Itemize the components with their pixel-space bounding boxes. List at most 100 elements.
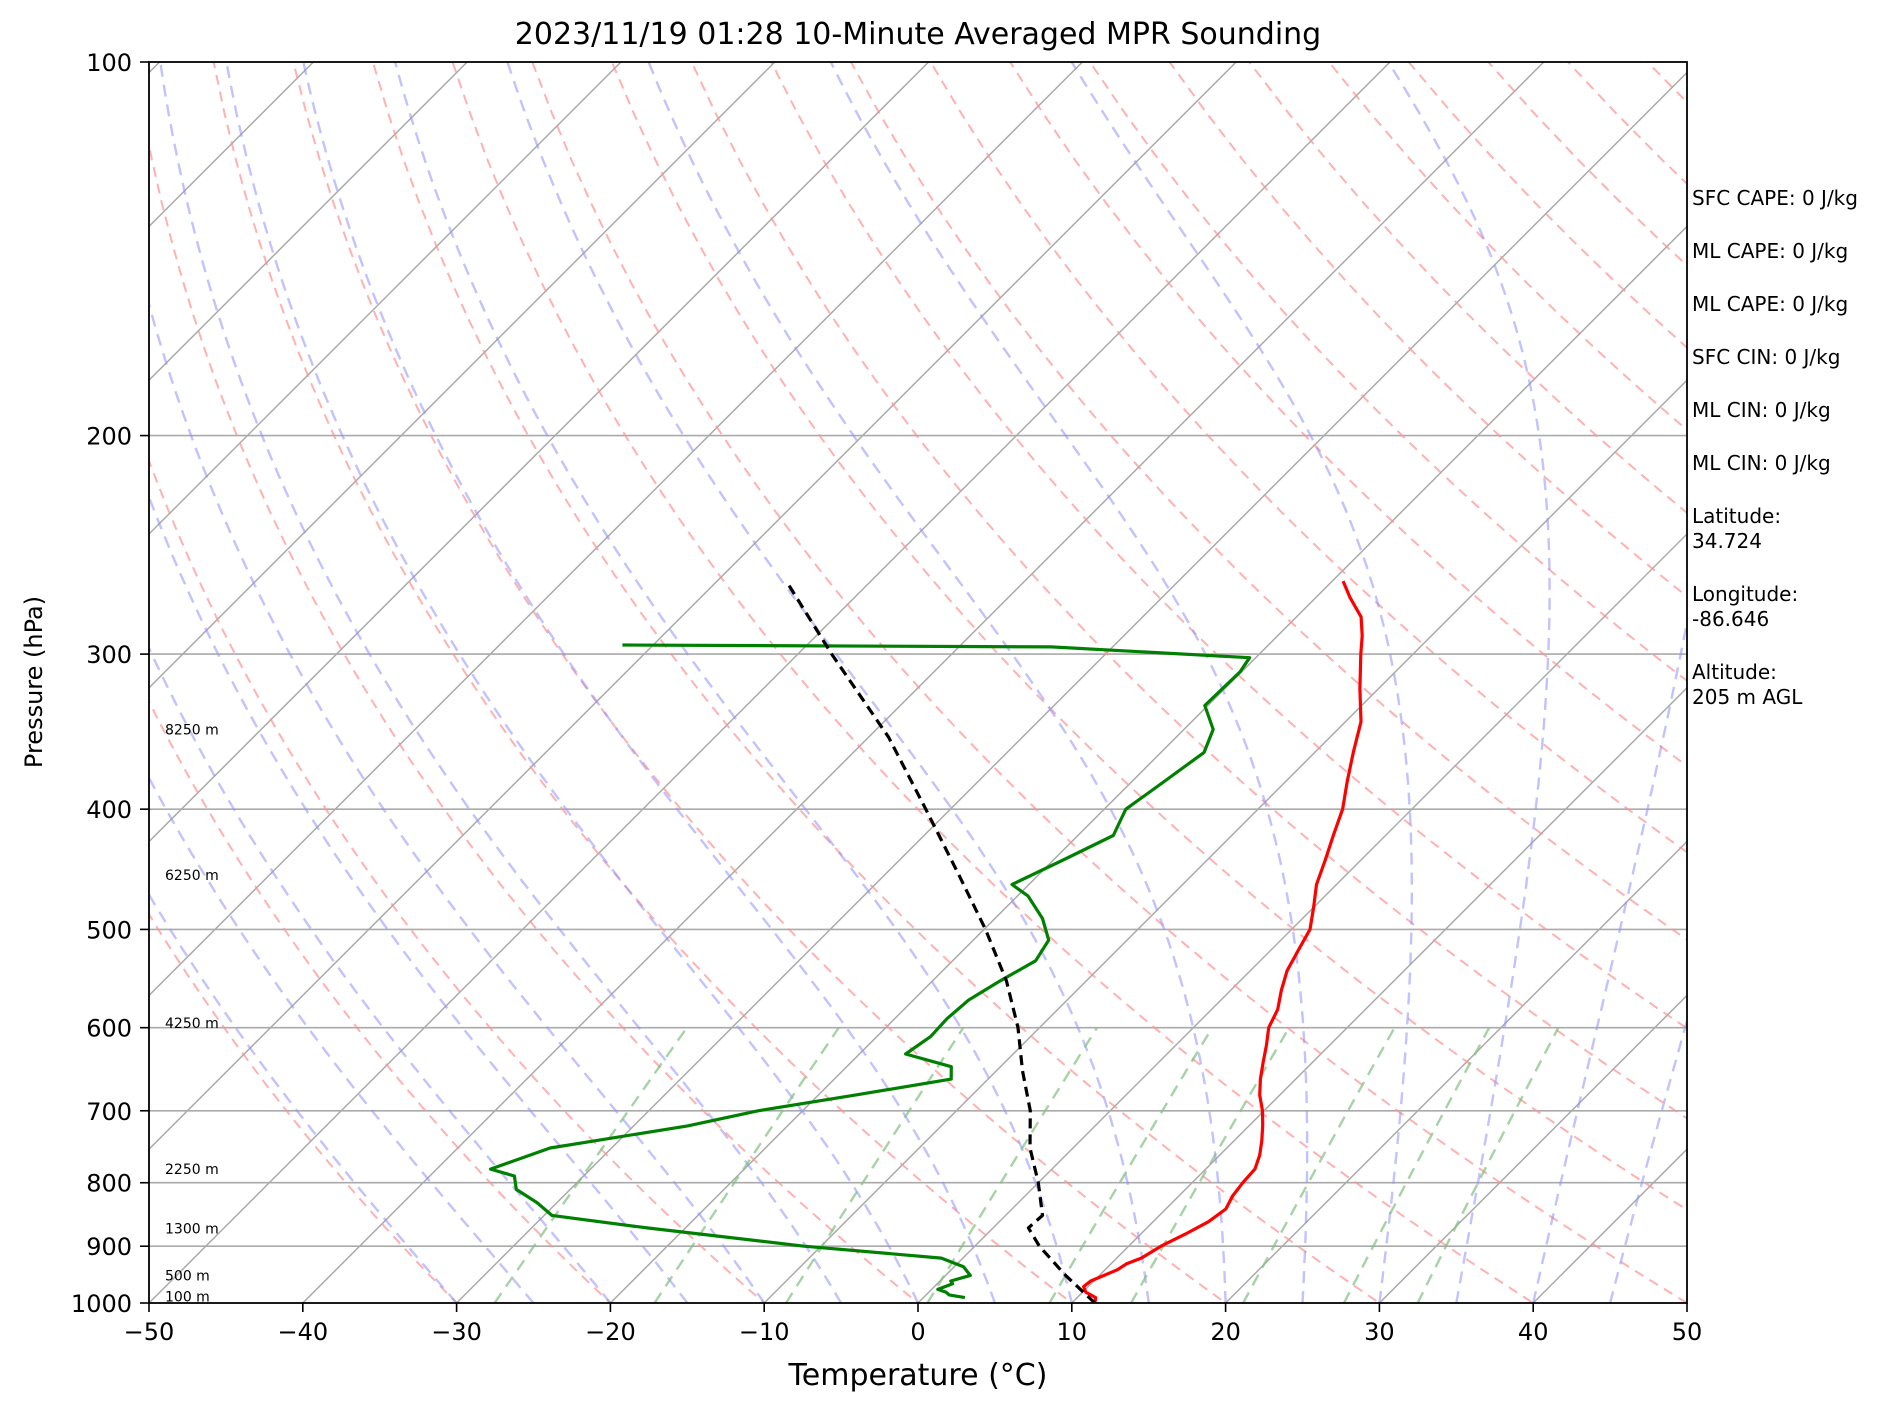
x-tick-label: −50	[124, 1318, 175, 1346]
moist-adiabat	[159, 62, 843, 1303]
isotherm	[149, 62, 930, 843]
stats-panel: SFC CAPE: 0 J/kg ML CAPE: 0 J/kg ML CAPE…	[1692, 186, 1892, 738]
mixing-ratio-line	[493, 1027, 688, 1303]
dry-adiabat	[610, 62, 1687, 1211]
y-tick-label: 700	[86, 1098, 132, 1126]
longitude-label: Longitude: -86.646	[1692, 582, 1799, 631]
dry-adiabat	[1089, 62, 1687, 683]
moist-adiabat	[1387, 62, 1551, 1303]
mixing-ratio-line	[1130, 1027, 1291, 1303]
y-tick-label: 500	[86, 916, 132, 944]
x-tick-label: −40	[277, 1318, 328, 1346]
dry-adiabat	[850, 62, 1687, 941]
x-tick-label: 40	[1518, 1318, 1549, 1346]
dry-adiabat	[690, 62, 1687, 1120]
moist-adiabat	[302, 62, 997, 1303]
ml-cape-label: ML CAPE: 0 J/kg	[1692, 239, 1849, 263]
dry-adiabat	[292, 62, 1228, 1303]
chart-title: 2023/11/19 01:28 10-Minute Averaged MPR …	[515, 17, 1321, 52]
isotherm	[302, 62, 1545, 1303]
moist-adiabat	[149, 300, 766, 1303]
ml-cape-label-2: ML CAPE: 0 J/kg	[1692, 292, 1849, 316]
mixing-ratio-line	[1242, 1027, 1396, 1303]
series-layer	[488, 580, 1364, 1303]
dry-adiabat	[929, 62, 1687, 854]
x-tick-label: 20	[1210, 1318, 1241, 1346]
ml-cin-label-2: ML CIN: 0 J/kg	[1692, 451, 1831, 475]
latitude-label: Latitude: 34.724	[1692, 504, 1782, 553]
y-tick-label: 300	[86, 641, 132, 669]
isotherm	[1071, 686, 1687, 1303]
mixing-ratio-line	[784, 1027, 965, 1303]
moist-adiabat	[1070, 62, 1414, 1303]
grid-layer	[0, 62, 1687, 1303]
height-label: 4250 m	[165, 1016, 219, 1032]
height-label: 8250 m	[165, 722, 219, 738]
x-tick-label: −10	[739, 1318, 790, 1346]
reference-lines	[149, 62, 1687, 1303]
mixing-ratio-line	[1048, 1027, 1214, 1303]
dry-adiabat	[149, 699, 612, 1303]
isotherm	[149, 62, 1083, 997]
x-tick-label: 50	[1672, 1318, 1703, 1346]
isotherm	[763, 379, 1687, 1303]
isotherm	[149, 62, 468, 382]
moist-adiabat	[829, 62, 1309, 1303]
dry-adiabat	[149, 912, 459, 1303]
isotherm	[149, 62, 1391, 1303]
x-axis-label: Temperature (°C)	[788, 1358, 1048, 1393]
mixing-ratio-line	[1416, 1027, 1560, 1303]
axes-ticks: −50 −40 −30 −20 −10 0 10 20 30 40 50 1000 900 800 700 6…	[71, 49, 1702, 1346]
y-axis-label: Pressure (hPa)	[20, 596, 48, 768]
moist-adiabat	[149, 892, 458, 1303]
temperature-line	[1081, 580, 1364, 1303]
y-tick-label: 100	[86, 49, 132, 77]
height-label: 6250 m	[165, 868, 219, 884]
dry-adiabat	[371, 62, 1382, 1303]
isotherm	[0, 62, 6, 1303]
isotherm	[456, 71, 1687, 1303]
x-tick-label: 10	[1057, 1318, 1088, 1346]
height-label: 500 m	[165, 1268, 210, 1284]
x-tick-label: −20	[585, 1318, 636, 1346]
isotherm	[917, 532, 1687, 1303]
dry-adiabat	[1009, 62, 1687, 768]
y-tick-label: 400	[86, 796, 132, 824]
ml-cin-label: ML CIN: 0 J/kg	[1692, 398, 1831, 422]
moist-adiabat	[225, 62, 920, 1303]
sfc-cin-label: SFC CIN: 0 J/kg	[1692, 345, 1841, 369]
x-tick-label: −30	[431, 1318, 482, 1346]
mixing-ratio-line	[653, 1027, 840, 1303]
moist-adiabat	[647, 62, 1227, 1303]
dry-adiabat	[149, 140, 920, 1303]
isotherm	[149, 62, 776, 689]
isotherm	[149, 62, 1237, 1151]
sfc-cape-label: SFC CAPE: 0 J/kg	[1692, 186, 1858, 210]
height-label: 2250 m	[165, 1162, 219, 1178]
x-tick-label: 30	[1364, 1318, 1395, 1346]
height-labels: 100 m 500 m 1300 m 2250 m 4250 m 6250 m 8250 m	[165, 722, 219, 1305]
y-tick-label: 800	[86, 1170, 132, 1198]
moist-adiabat	[1608, 1016, 1687, 1303]
moist-adiabat	[1532, 616, 1687, 1303]
y-tick-label: 1000	[71, 1290, 132, 1318]
dewpoint-line	[488, 643, 1252, 1300]
dry-adiabat	[212, 62, 1074, 1303]
mixing-ratio-line	[926, 1027, 1099, 1303]
plot-frame	[148, 61, 1688, 1304]
moist-adiabat	[149, 493, 689, 1303]
dry-adiabat	[149, 457, 766, 1303]
isotherm	[1225, 840, 1687, 1303]
moist-adiabat	[393, 62, 1073, 1303]
y-tick-label: 200	[86, 423, 132, 451]
x-tick-label: 0	[910, 1318, 925, 1346]
height-label: 1300 m	[165, 1222, 219, 1238]
isotherm	[1378, 994, 1687, 1303]
altitude-label: Altitude: 205 m AGL	[1692, 660, 1803, 709]
y-tick-label: 600	[86, 1015, 132, 1043]
dry-adiabat	[531, 62, 1687, 1303]
y-tick-label: 900	[86, 1233, 132, 1261]
mixing-ratio-line	[1342, 1027, 1491, 1303]
dry-adiabat	[770, 62, 1687, 1030]
